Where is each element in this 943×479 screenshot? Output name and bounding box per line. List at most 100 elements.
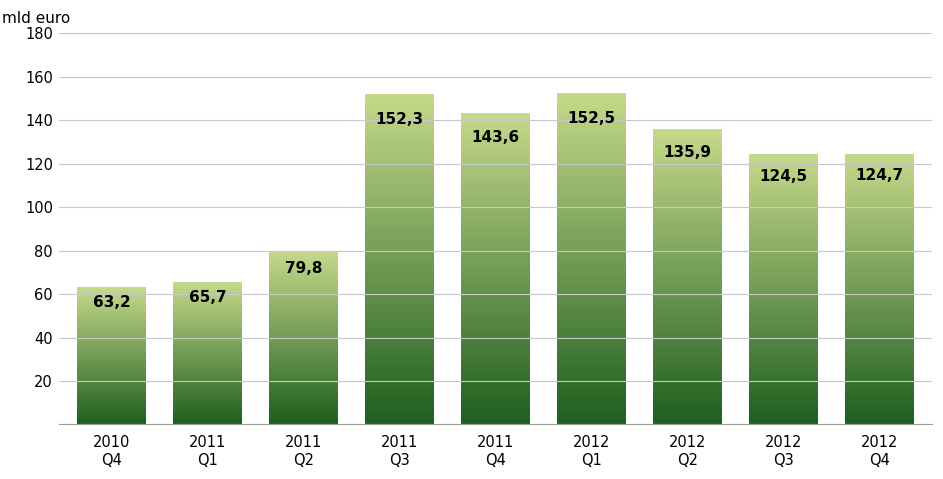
- Bar: [461, 353, 530, 354]
- Bar: [653, 399, 721, 400]
- Bar: [653, 320, 721, 321]
- Bar: [749, 175, 818, 176]
- Bar: [173, 313, 242, 314]
- Bar: [365, 146, 434, 147]
- Bar: [269, 406, 338, 407]
- Bar: [749, 349, 818, 350]
- Bar: [173, 328, 242, 329]
- Bar: [173, 409, 242, 410]
- Bar: [653, 289, 721, 290]
- Bar: [845, 156, 914, 157]
- Bar: [556, 199, 626, 200]
- Bar: [653, 325, 721, 326]
- Bar: [749, 412, 818, 413]
- Bar: [556, 244, 626, 246]
- Bar: [173, 348, 242, 349]
- Bar: [269, 351, 338, 352]
- Bar: [845, 216, 914, 217]
- Bar: [556, 189, 626, 190]
- Bar: [845, 183, 914, 184]
- Bar: [461, 277, 530, 278]
- Bar: [749, 403, 818, 404]
- Bar: [556, 365, 626, 366]
- Bar: [845, 264, 914, 265]
- Bar: [365, 375, 434, 376]
- Bar: [461, 279, 530, 280]
- Bar: [556, 161, 626, 163]
- Bar: [173, 407, 242, 408]
- Bar: [653, 418, 721, 419]
- Bar: [749, 251, 818, 252]
- Bar: [173, 388, 242, 389]
- Bar: [365, 326, 434, 327]
- Bar: [749, 342, 818, 343]
- Bar: [749, 314, 818, 315]
- Bar: [461, 315, 530, 316]
- Bar: [653, 419, 721, 420]
- Bar: [845, 208, 914, 209]
- Bar: [653, 221, 721, 222]
- Bar: [365, 332, 434, 333]
- Bar: [556, 184, 626, 185]
- Bar: [749, 168, 818, 169]
- Bar: [461, 274, 530, 276]
- Bar: [461, 233, 530, 234]
- Bar: [749, 220, 818, 221]
- Bar: [365, 217, 434, 218]
- Bar: [556, 314, 626, 315]
- Bar: [461, 212, 530, 213]
- Bar: [653, 274, 721, 275]
- Bar: [845, 295, 914, 296]
- Bar: [653, 147, 721, 148]
- Bar: [461, 216, 530, 217]
- Bar: [461, 334, 530, 335]
- Bar: [653, 259, 721, 260]
- Bar: [269, 356, 338, 357]
- Bar: [365, 175, 434, 176]
- Bar: [365, 201, 434, 202]
- Bar: [653, 366, 721, 367]
- Bar: [173, 335, 242, 336]
- Bar: [269, 372, 338, 373]
- Bar: [749, 172, 818, 173]
- Bar: [845, 366, 914, 367]
- Bar: [653, 199, 721, 200]
- Bar: [461, 280, 530, 281]
- Bar: [556, 384, 626, 385]
- Bar: [365, 341, 434, 342]
- Bar: [365, 169, 434, 170]
- Bar: [653, 329, 721, 330]
- Bar: [749, 262, 818, 263]
- Bar: [556, 215, 626, 216]
- Bar: [365, 220, 434, 221]
- Bar: [461, 384, 530, 385]
- Bar: [845, 361, 914, 362]
- Bar: [269, 362, 338, 363]
- Bar: [365, 393, 434, 395]
- Bar: [749, 184, 818, 185]
- Bar: [749, 324, 818, 325]
- Bar: [653, 365, 721, 366]
- Bar: [845, 331, 914, 332]
- Bar: [845, 306, 914, 307]
- Bar: [653, 316, 721, 317]
- Bar: [461, 270, 530, 271]
- Bar: [653, 287, 721, 289]
- Bar: [461, 306, 530, 307]
- Bar: [653, 291, 721, 292]
- Bar: [269, 329, 338, 330]
- Bar: [653, 133, 721, 134]
- Bar: [556, 193, 626, 194]
- Bar: [461, 158, 530, 160]
- Bar: [365, 234, 434, 235]
- Bar: [365, 232, 434, 234]
- Bar: [556, 198, 626, 199]
- Bar: [173, 381, 242, 382]
- Bar: [653, 299, 721, 300]
- Bar: [461, 201, 530, 202]
- Bar: [461, 337, 530, 338]
- Bar: [365, 250, 434, 251]
- Bar: [845, 211, 914, 212]
- Bar: [749, 292, 818, 293]
- Bar: [556, 172, 626, 174]
